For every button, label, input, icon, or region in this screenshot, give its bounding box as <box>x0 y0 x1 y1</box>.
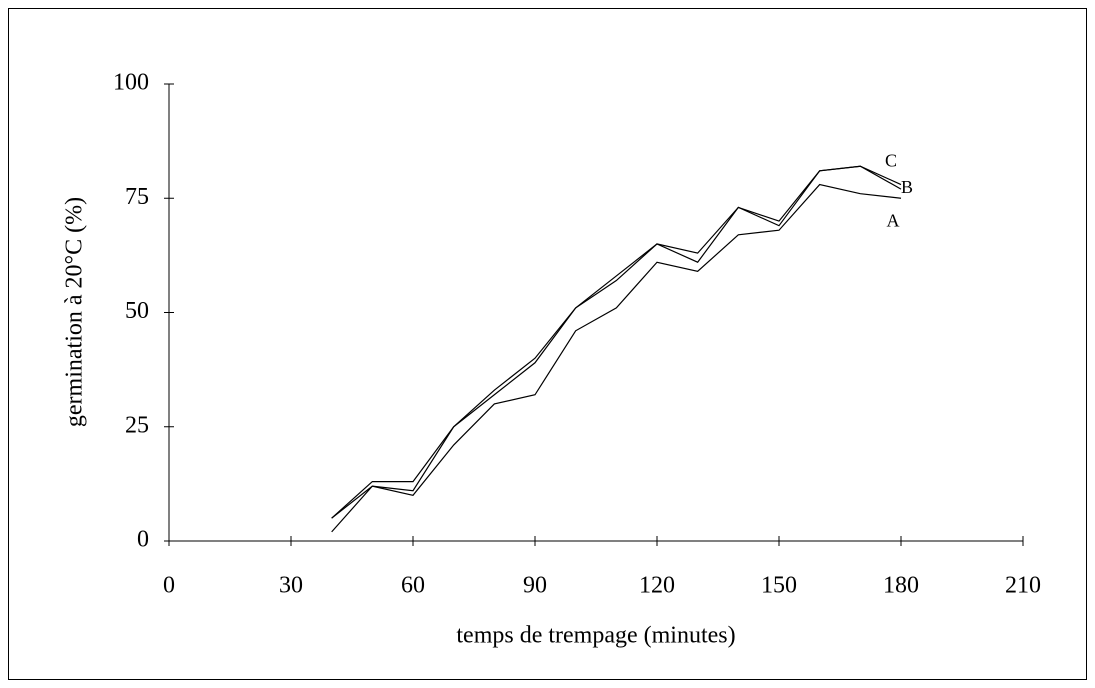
y-tick-label: 75 <box>125 184 149 210</box>
x-tick-label: 90 <box>523 573 547 599</box>
y-tick-label: 50 <box>125 298 149 324</box>
y-tick-label: 25 <box>125 412 149 438</box>
series-line <box>331 165 902 519</box>
series-line <box>331 165 902 519</box>
x-axis-label: temps de trempage (minutes) <box>456 623 735 649</box>
series-label: B <box>901 177 913 197</box>
x-tick-label: 0 <box>163 573 175 599</box>
x-tick-label: 60 <box>401 573 425 599</box>
x-tick-label: 180 <box>883 573 919 599</box>
x-tick-label: 210 <box>1005 573 1041 599</box>
series-label: A <box>887 210 900 230</box>
y-tick-label: 100 <box>113 70 149 96</box>
x-tick-label: 120 <box>639 573 675 599</box>
y-axis-label: germination à 20°C (%) <box>62 197 88 427</box>
series-line <box>331 183 902 533</box>
y-tick-label: 0 <box>137 527 149 553</box>
x-tick-label: 150 <box>761 573 797 599</box>
frame <box>8 8 1087 680</box>
series-label: C <box>885 151 897 171</box>
x-tick-label: 30 <box>279 573 303 599</box>
